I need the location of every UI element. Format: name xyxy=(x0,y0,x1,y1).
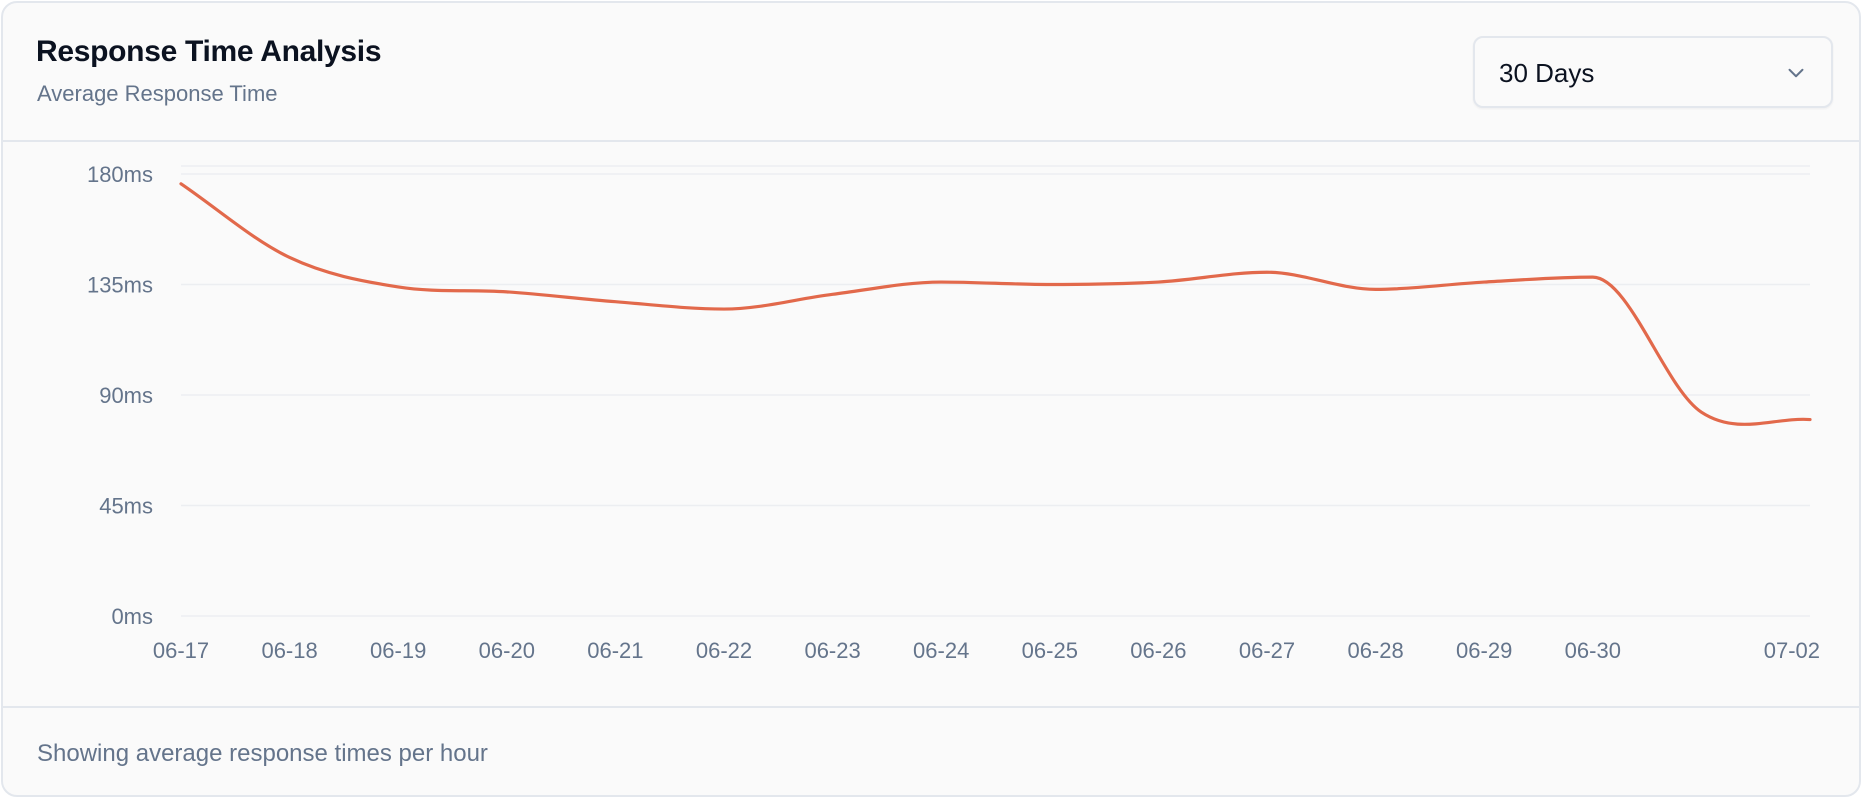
x-tick-label: 06-20 xyxy=(479,638,535,663)
card-footer: Showing average response times per hour xyxy=(3,706,1859,795)
y-tick-label: 180ms xyxy=(87,162,153,187)
y-tick-label: 90ms xyxy=(99,383,153,408)
card-header: Response Time Analysis Average Response … xyxy=(3,3,1859,142)
y-tick-label: 135ms xyxy=(87,273,153,298)
x-tick-label: 06-23 xyxy=(804,638,860,663)
x-tick-label: 06-27 xyxy=(1239,638,1295,663)
x-tick-label: 06-28 xyxy=(1347,638,1403,663)
y-tick-label: 45ms xyxy=(99,494,153,519)
x-tick-label: 06-22 xyxy=(696,638,752,663)
x-tick-label: 07-02 xyxy=(1764,638,1820,663)
x-tick-label: 06-18 xyxy=(261,638,317,663)
x-tick-label: 06-30 xyxy=(1565,638,1621,663)
card-subtitle: Average Response Time xyxy=(37,81,278,106)
x-tick-label: 06-19 xyxy=(370,638,426,663)
card-title: Response Time Analysis xyxy=(36,35,382,68)
x-tick-label: 06-29 xyxy=(1456,638,1512,663)
chevron-down-icon xyxy=(1788,68,1804,78)
response-time-line xyxy=(179,182,1812,426)
time-range-value: 30 Days xyxy=(1499,58,1595,88)
x-tick-label: 06-17 xyxy=(153,638,209,663)
x-tick-label: 06-21 xyxy=(587,638,643,663)
response-time-chart: 0ms 45ms 90ms 135ms 180ms 06-17 06-18 06-19 06-2… xyxy=(87,162,1820,663)
x-tick-label: 06-25 xyxy=(1022,638,1078,663)
x-tick-label: 06-24 xyxy=(913,638,969,663)
time-range-select[interactable]: 30 Days xyxy=(1473,36,1833,108)
y-tick-label: 0ms xyxy=(111,604,153,629)
chart-area: 0ms 45ms 90ms 135ms 180ms 06-17 06-18 06-19 06-2… xyxy=(3,142,1859,706)
footer-note: Showing average response times per hour xyxy=(37,740,488,767)
x-tick-label: 06-26 xyxy=(1130,638,1186,663)
